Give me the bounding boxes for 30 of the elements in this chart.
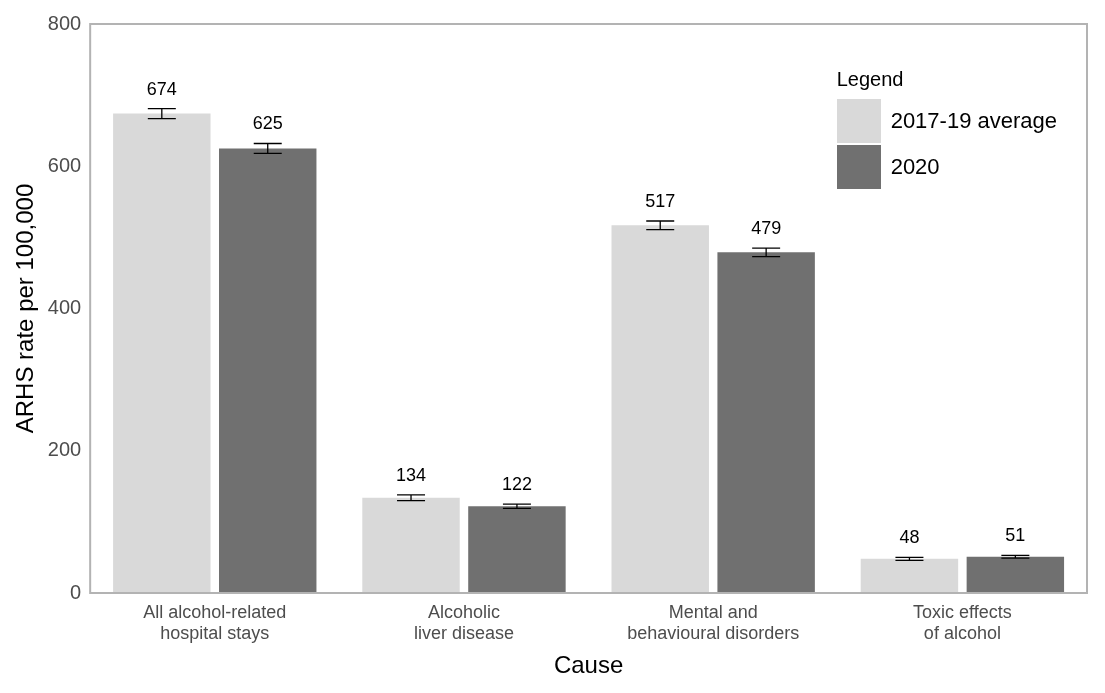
x-tick-label: Alcoholic liver disease xyxy=(413,601,514,644)
data-label: 674 xyxy=(146,78,177,99)
data-label: 517 xyxy=(645,190,676,211)
y-tick-label: 800 xyxy=(47,11,82,34)
x-tick-label: All alcohol-related hospital stays xyxy=(143,601,287,644)
y-axis-title: ARHS rate per 100,000 xyxy=(11,183,39,434)
legend-title: Legend xyxy=(836,68,905,91)
bar xyxy=(362,497,460,593)
bar xyxy=(611,225,709,593)
bar xyxy=(966,556,1065,593)
y-tick-label: 600 xyxy=(47,153,82,176)
bar xyxy=(113,113,211,593)
x-tick-label: Toxic effects of alcohol xyxy=(913,601,1012,644)
bar xyxy=(860,558,959,593)
x-tick-label: Mental and behavioural disorders xyxy=(627,601,800,644)
data-label: 134 xyxy=(396,464,427,485)
bar xyxy=(717,252,815,593)
bar xyxy=(468,506,566,593)
bar xyxy=(219,148,317,593)
data-label: 51 xyxy=(1005,525,1026,546)
data-label: 625 xyxy=(252,113,283,134)
data-label: 122 xyxy=(501,474,532,495)
x-axis-title: Cause xyxy=(553,651,624,679)
legend-label: 2020 xyxy=(890,154,940,180)
y-tick-label: 0 xyxy=(70,580,82,603)
legend-label: 2017-19 average xyxy=(890,108,1057,134)
y-tick-label: 400 xyxy=(47,296,82,319)
data-label: 48 xyxy=(899,527,920,548)
y-tick-label: 200 xyxy=(47,438,82,461)
data-label: 479 xyxy=(751,218,782,239)
